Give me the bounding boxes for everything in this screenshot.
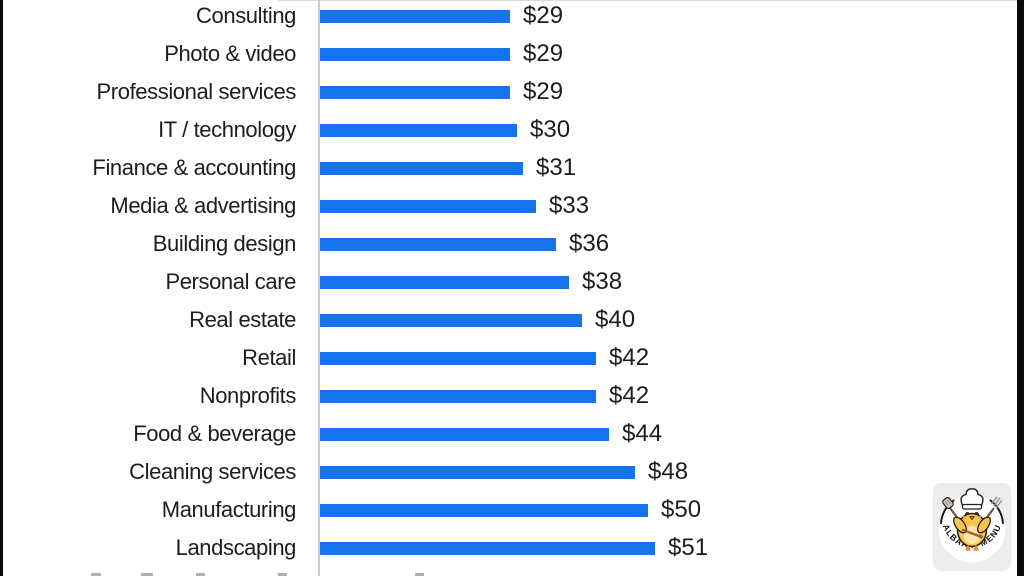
bar bbox=[320, 351, 596, 365]
bar bbox=[320, 313, 582, 327]
bar bbox=[320, 427, 609, 441]
watermark-logo: ALBAAIK MENU bbox=[933, 483, 1011, 571]
category-label: Manufacturing bbox=[161, 497, 297, 522]
cutoff-text-remnant bbox=[91, 573, 101, 576]
bar-row: Media & advertising $33 bbox=[0, 187, 1015, 225]
plot-top-border bbox=[277, 0, 1017, 1]
bar-row: Consulting $29 bbox=[0, 0, 1015, 35]
badge-arc-right bbox=[989, 499, 1004, 524]
bar-row: Food & beverage $44 bbox=[0, 415, 1015, 453]
value-label: $42 bbox=[609, 382, 650, 409]
category-label: Retail bbox=[242, 345, 296, 370]
bar bbox=[320, 47, 510, 61]
value-label: $38 bbox=[582, 268, 623, 295]
bar-row: Real estate $40 bbox=[0, 301, 1015, 339]
bar bbox=[320, 161, 523, 175]
bar bbox=[320, 465, 635, 479]
category-label: Landscaping bbox=[175, 535, 297, 560]
category-label: Finance & accounting bbox=[92, 155, 296, 180]
category-label: Consulting bbox=[196, 3, 296, 28]
bar-row: Personal care $38 bbox=[0, 263, 1015, 301]
category-label: Real estate bbox=[189, 307, 296, 332]
category-label: Personal care bbox=[165, 269, 296, 294]
cutoff-text-remnant bbox=[196, 573, 205, 576]
value-label: $48 bbox=[648, 458, 689, 485]
cutoff-text-remnant bbox=[278, 573, 287, 576]
bar-row: Photo & video $29 bbox=[0, 35, 1015, 73]
category-label: Professional services bbox=[96, 79, 297, 104]
category-label: Building design bbox=[152, 231, 297, 256]
bar bbox=[320, 123, 517, 137]
value-label: $42 bbox=[609, 344, 650, 371]
bar-row: Landscaping $51 bbox=[0, 529, 1015, 567]
bar-row: IT / technology $30 bbox=[0, 111, 1015, 149]
value-label: $40 bbox=[595, 306, 636, 333]
right-letterbox-bar bbox=[1017, 0, 1024, 576]
bar bbox=[320, 9, 510, 23]
category-label: IT / technology bbox=[158, 117, 296, 142]
chef-hat-icon bbox=[960, 488, 984, 510]
category-label: Media & advertising bbox=[110, 193, 296, 218]
bar-row: Manufacturing $50 bbox=[0, 491, 1015, 529]
value-label: $50 bbox=[661, 496, 702, 523]
bar-row: Retail $42 bbox=[0, 339, 1015, 377]
bar-row: Building design $36 bbox=[0, 225, 1015, 263]
bar bbox=[320, 503, 648, 517]
category-axis-line bbox=[318, 0, 320, 576]
value-label: $30 bbox=[530, 116, 571, 143]
category-label: Cleaning services bbox=[129, 459, 296, 484]
bar bbox=[320, 85, 510, 99]
bar bbox=[320, 541, 655, 555]
chef-chick-badge-icon: ALBAAIK MENU bbox=[933, 483, 1011, 571]
value-label: $29 bbox=[523, 2, 564, 29]
bar-row: Finance & accounting $31 bbox=[0, 149, 1015, 187]
value-label: $29 bbox=[523, 78, 564, 105]
bar bbox=[320, 389, 596, 403]
value-label: $29 bbox=[523, 40, 564, 67]
bar-row: Nonprofits $42 bbox=[0, 377, 1015, 415]
value-label: $33 bbox=[549, 192, 590, 219]
value-label: $51 bbox=[668, 534, 709, 561]
bar-row: Professional services $29 bbox=[0, 73, 1015, 111]
cutoff-text-remnant bbox=[141, 573, 153, 576]
category-label: Photo & video bbox=[164, 41, 296, 66]
category-label: Food & beverage bbox=[133, 421, 296, 446]
value-label: $31 bbox=[536, 154, 577, 181]
cutoff-text-remnant bbox=[415, 573, 424, 576]
category-label: Nonprofits bbox=[199, 383, 297, 408]
chef-chick-icon bbox=[953, 488, 991, 552]
value-label: $36 bbox=[569, 230, 610, 257]
bar bbox=[320, 275, 569, 289]
left-letterbox-bar bbox=[0, 0, 3, 576]
bar bbox=[320, 199, 536, 213]
value-label: $44 bbox=[622, 420, 663, 447]
bar-rows: Consulting $29 Photo & video $29 Profess… bbox=[0, 0, 1015, 567]
bar bbox=[320, 237, 556, 251]
bar-row: Cleaning services $48 bbox=[0, 453, 1015, 491]
